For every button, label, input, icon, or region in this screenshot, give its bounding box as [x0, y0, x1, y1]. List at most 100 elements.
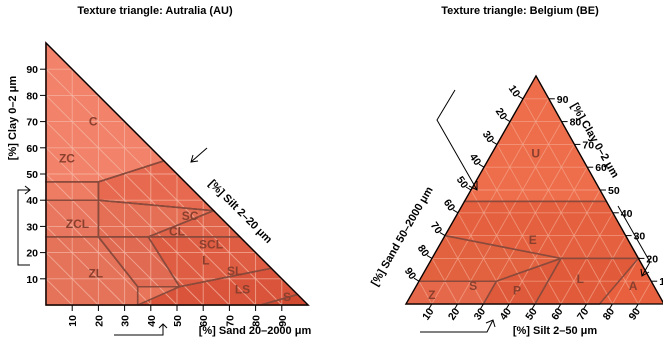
au-sand-direction-arrow	[114, 324, 164, 336]
be-clay-tick-label-10: 10	[659, 276, 663, 288]
be-grid-sand-90	[418, 280, 433, 305]
be-sand-tick-70	[439, 232, 446, 237]
be-region-label-p: P	[513, 283, 521, 297]
au-sand-arrowhead	[158, 323, 168, 329]
be-sand-tick-40	[478, 163, 485, 168]
au-region-label-sc: SC	[182, 209, 199, 223]
au-grid-silt-90	[45, 68, 283, 306]
au-grid-silt-30	[45, 226, 125, 306]
be-silt-arrowhead	[485, 319, 496, 328]
au-silt-arrowhead	[190, 154, 199, 163]
be-clay-tick-label-90: 90	[557, 94, 569, 106]
be-silt-tick-50	[531, 303, 536, 310]
au-clay-axis-label: [%] Clay 0–2 μm	[7, 76, 19, 161]
be-silt-tick-label-10: 10	[420, 306, 437, 323]
be-grid-silt-70	[586, 235, 626, 305]
be-silt-tick-label-50: 50	[523, 306, 540, 323]
be-clay-tick-label-80: 80	[570, 117, 582, 129]
be-region-u	[464, 76, 607, 202]
be-grid-silt-90	[637, 280, 652, 305]
au-sand-tick-label-60: 60	[198, 315, 210, 327]
au-grid-silt-20	[45, 252, 99, 306]
au-region-label-zl: ZL	[88, 267, 103, 281]
be-region-e	[445, 201, 639, 259]
be-grid-sand-70	[444, 235, 484, 305]
au-sand-tick-label-10: 10	[67, 315, 79, 327]
be-sand-direction-arrow	[436, 89, 478, 191]
chart-title-be: Texture triangle: Belgium (BE)	[441, 5, 599, 17]
be-sand-tick-90	[413, 277, 420, 282]
au-grid-silt-80	[45, 95, 256, 306]
be-region-label-z: Z	[428, 288, 435, 302]
au-grid-silt-50	[45, 173, 178, 306]
au-clay-tick-label-80: 80	[26, 90, 38, 102]
au-sand-tick-label-40: 40	[146, 315, 158, 327]
au-sand-tick-label-80: 80	[251, 315, 263, 327]
be-grid-sand-30	[496, 144, 587, 305]
au-sand-axis-label: [%] Sand 20–2000 μm	[199, 325, 312, 337]
be-silt-tick-label-70: 70	[575, 306, 592, 323]
be-silt-tick-20	[454, 303, 459, 310]
au-region-label-c: C	[89, 115, 98, 129]
au-clay-tick-label-50: 50	[26, 169, 38, 181]
chart-title-au: Texture triangle: Autralia (AU)	[77, 5, 233, 17]
be-region-label-e: E	[529, 233, 537, 247]
be-sand-tick-80	[426, 254, 433, 259]
au-clay-tick-label-40: 40	[26, 195, 38, 207]
be-clay-tick-label-60: 60	[595, 162, 607, 174]
be-sand-tick-50	[465, 186, 472, 191]
be-region-label-a: A	[629, 279, 638, 293]
be-clay-tick-label-50: 50	[608, 185, 620, 197]
be-region-label-l: L	[577, 272, 584, 286]
au-region-label-s: S	[283, 290, 291, 304]
au-region-label-l: L	[202, 253, 209, 267]
au-sand-tick-label-20: 20	[93, 315, 105, 327]
au-sand-tick-label-50: 50	[172, 315, 184, 327]
au-sand-tick-label-70: 70	[224, 315, 236, 327]
be-clay-arrowhead	[640, 268, 650, 277]
au-region-label-sl: SL	[227, 264, 242, 278]
au-clay-arrowhead	[24, 185, 31, 195]
be-sand-tick-10	[517, 95, 524, 100]
au-region-label-cl: CL	[169, 225, 185, 239]
be-silt-axis-label: [%] Silt 2–50 μm	[513, 325, 598, 337]
be-clay-tick-label-30: 30	[634, 231, 646, 243]
au-grid-silt-60	[45, 147, 204, 306]
be-silt-tick-label-40: 40	[497, 306, 514, 323]
be-region-label-u: U	[531, 147, 540, 161]
be-silt-tick-label-20: 20	[446, 306, 463, 323]
au-region-label-zcl: ZCL	[66, 217, 89, 231]
be-silt-tick-90	[634, 303, 639, 310]
au-clay-tick-label-90: 90	[26, 64, 38, 76]
au-region-label-ls: LS	[235, 282, 250, 296]
au-clay-tick-label-70: 70	[26, 117, 38, 129]
be-grid-silt-30	[483, 144, 575, 305]
be-sand-tick-30	[491, 140, 498, 145]
be-silt-tick-60	[557, 303, 562, 310]
au-clay-tick-label-60: 60	[26, 143, 38, 155]
be-silt-tick-label-30: 30	[472, 306, 489, 323]
be-clay-direction-arrow	[617, 205, 651, 277]
be-clay-tick-label-40: 40	[621, 208, 633, 220]
be-sand-tick-60	[452, 209, 459, 214]
be-triangle: UEALPSZ102030405060708090102030405060708…	[369, 74, 663, 337]
au-sand-tick-label-90: 90	[277, 315, 289, 327]
au-region-label-scl: SCL	[199, 238, 223, 252]
au-grid-silt-40	[45, 199, 152, 306]
be-grid-silt-80	[612, 258, 639, 305]
be-silt-tick-80	[608, 303, 613, 310]
be-region-label-s: S	[469, 279, 477, 293]
be-silt-tick-label-80: 80	[601, 306, 618, 323]
au-silt-direction-arrow	[190, 147, 208, 163]
be-clay-tick-label-20: 20	[646, 253, 658, 265]
be-sand-tick-20	[504, 118, 511, 123]
be-silt-tick-label-60: 60	[549, 306, 566, 323]
au-clay-tick-label-30: 30	[26, 221, 38, 233]
au-sand-tick-label-30: 30	[120, 315, 132, 327]
be-silt-tick-70	[583, 303, 588, 310]
be-sand-arrowhead	[468, 181, 478, 191]
au-grid-silt-70	[45, 121, 230, 306]
